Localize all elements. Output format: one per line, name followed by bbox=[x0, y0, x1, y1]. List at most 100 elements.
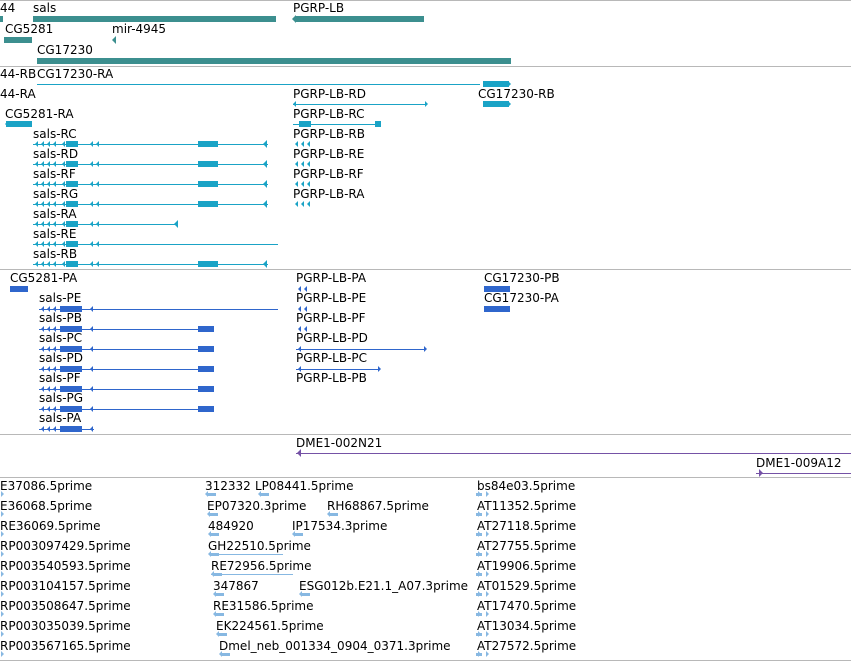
transcript-exon-chevron[interactable] bbox=[96, 201, 99, 207]
transcript-label[interactable]: sals-RA bbox=[33, 207, 77, 221]
transcript-arrow[interactable] bbox=[293, 101, 296, 107]
protein-chevron[interactable] bbox=[298, 326, 301, 332]
est-bar[interactable] bbox=[222, 653, 230, 656]
protein-label[interactable]: sals-PD bbox=[39, 351, 83, 365]
protein-chevron[interactable] bbox=[298, 306, 301, 312]
est-bar[interactable] bbox=[476, 653, 482, 656]
protein-chevron[interactable] bbox=[41, 406, 44, 412]
est-arrow[interactable] bbox=[486, 631, 489, 637]
transcript-exon[interactable] bbox=[66, 221, 78, 227]
protein-chevron[interactable] bbox=[304, 326, 307, 332]
protein-exon[interactable] bbox=[60, 406, 82, 412]
est-bar[interactable] bbox=[302, 593, 310, 596]
protein-chevron[interactable] bbox=[53, 326, 56, 332]
est-arrow[interactable] bbox=[1, 631, 4, 637]
transcript-exon-chevron[interactable] bbox=[62, 181, 65, 187]
transcript-exon-chevron[interactable] bbox=[301, 181, 304, 187]
transcript-exon-chevron[interactable] bbox=[96, 161, 99, 167]
transcript-exon-chevron[interactable] bbox=[307, 141, 310, 147]
transcript-arrow[interactable] bbox=[263, 160, 267, 168]
est-arrow[interactable] bbox=[486, 551, 489, 557]
transcript-exon-chevron[interactable] bbox=[62, 221, 65, 227]
protein-chevron[interactable] bbox=[47, 366, 50, 372]
protein-arrow[interactable] bbox=[424, 346, 427, 352]
protein-chevron[interactable] bbox=[90, 426, 93, 432]
est-bar[interactable] bbox=[219, 633, 227, 636]
est-bar[interactable] bbox=[476, 533, 482, 536]
transcript-exon-chevron[interactable] bbox=[90, 261, 93, 267]
est-label[interactable]: RP003540593.5prime bbox=[0, 559, 131, 573]
est-arrow[interactable] bbox=[1, 591, 4, 597]
est-arrow[interactable] bbox=[1, 511, 4, 517]
est-label[interactable]: RP003097429.5prime bbox=[0, 539, 131, 553]
transcript-exon-chevron[interactable] bbox=[301, 201, 304, 207]
transcript-exon-chevron[interactable] bbox=[90, 241, 93, 247]
transcript-exon-chevron[interactable] bbox=[35, 181, 38, 187]
transcript-exon-chevron[interactable] bbox=[35, 221, 38, 227]
est-label[interactable]: E36068.5prime bbox=[0, 499, 93, 513]
est-arrow[interactable] bbox=[327, 511, 330, 517]
protein-label[interactable]: PGRP-LB-PB bbox=[296, 371, 367, 385]
est-label[interactable]: RP003508647.5prime bbox=[0, 599, 131, 613]
protein-chevron[interactable] bbox=[47, 346, 50, 352]
transcript-exon[interactable] bbox=[66, 181, 78, 187]
protein-chevron[interactable] bbox=[53, 346, 56, 352]
est-label[interactable]: 484920 bbox=[208, 519, 254, 533]
transcript-label[interactable]: PGRP-LB-RE bbox=[293, 147, 365, 161]
protein-label[interactable]: CG5281-PA bbox=[10, 271, 78, 285]
transcript-exon-chevron[interactable] bbox=[90, 221, 93, 227]
est-label[interactable]: RE36069.5prime bbox=[0, 519, 101, 533]
est-arrow[interactable] bbox=[486, 491, 489, 497]
est-arrow[interactable] bbox=[486, 571, 489, 577]
transcript-exon-chevron[interactable] bbox=[96, 181, 99, 187]
transcript-label[interactable]: sals-RB bbox=[33, 247, 78, 261]
transcript-exon-cg17230-rb[interactable] bbox=[483, 101, 509, 107]
transcript-label[interactable]: CG17230-RB bbox=[478, 87, 555, 101]
transcript-exon-chevron[interactable] bbox=[295, 181, 298, 187]
protein-chevron[interactable] bbox=[90, 366, 93, 372]
transcript-exon-chevron[interactable] bbox=[53, 161, 56, 167]
est-bar[interactable] bbox=[476, 493, 482, 496]
clone-arrow[interactable] bbox=[759, 469, 763, 477]
transcript-arrow[interactable] bbox=[508, 81, 511, 87]
transcript-label[interactable]: sals-RC bbox=[33, 127, 77, 141]
protein-arrow[interactable] bbox=[378, 366, 381, 372]
transcript-exon-chevron[interactable] bbox=[90, 141, 93, 147]
est-arrow[interactable] bbox=[486, 611, 489, 617]
clone-arrow[interactable] bbox=[297, 449, 301, 457]
protein-chevron[interactable] bbox=[47, 306, 50, 312]
transcript-exon-chevron[interactable] bbox=[62, 241, 65, 247]
transcript-exon-chevron[interactable] bbox=[41, 161, 44, 167]
est-label[interactable]: ESG012b.E21.1_A07.3prime bbox=[299, 579, 469, 593]
transcript-arrow[interactable] bbox=[508, 101, 511, 107]
est-label[interactable]: RH68867.5prime bbox=[327, 499, 429, 513]
transcript-arrow[interactable] bbox=[263, 140, 267, 148]
est-bar[interactable] bbox=[476, 593, 482, 596]
protein-label[interactable]: CG17230-PA bbox=[484, 291, 559, 305]
protein-chevron[interactable] bbox=[298, 346, 301, 352]
protein-chevron[interactable] bbox=[41, 426, 44, 432]
gene-label-cg17230[interactable]: CG17230 bbox=[37, 43, 93, 57]
protein-chevron[interactable] bbox=[298, 286, 301, 292]
est-label[interactable]: AT13034.5prime bbox=[477, 619, 577, 633]
est-arrow[interactable] bbox=[1, 571, 4, 577]
est-arrow[interactable] bbox=[213, 591, 216, 597]
est-label[interactable]: EP07320.3prime bbox=[207, 499, 307, 513]
transcript-label[interactable]: sals-RF bbox=[33, 167, 76, 181]
transcript-arrow[interactable] bbox=[5, 121, 8, 127]
est-label[interactable]: AT19906.5prime bbox=[477, 559, 577, 573]
protein-chevron[interactable] bbox=[90, 406, 93, 412]
est-bar[interactable] bbox=[476, 613, 482, 616]
transcript-exon-chevron[interactable] bbox=[90, 161, 93, 167]
est-bar[interactable] bbox=[476, 573, 482, 576]
protein-chevron[interactable] bbox=[304, 306, 307, 312]
transcript-exon-chevron[interactable] bbox=[35, 261, 38, 267]
protein-chevron[interactable] bbox=[90, 306, 93, 312]
protein-exon[interactable] bbox=[198, 386, 214, 392]
transcript-exon[interactable] bbox=[375, 121, 381, 127]
est-label[interactable]: bs84e03.5prime bbox=[477, 479, 576, 493]
transcript-exon-cg5281-ra[interactable] bbox=[6, 121, 32, 127]
transcript-label[interactable]: 44-RA bbox=[0, 87, 36, 101]
transcript-arrow[interactable] bbox=[263, 200, 267, 208]
est-label[interactable]: AT17470.5prime bbox=[477, 599, 577, 613]
